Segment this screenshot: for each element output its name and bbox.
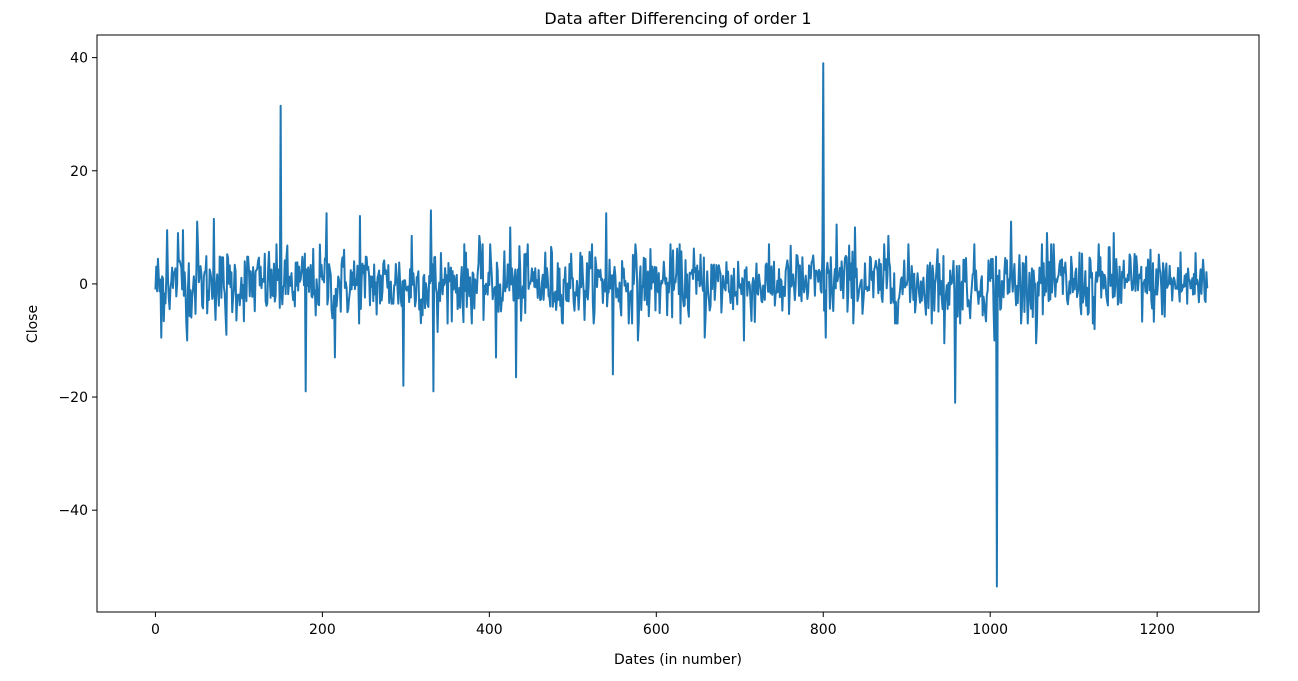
x-tick-label: 800: [810, 622, 837, 638]
chart-title: Data after Differencing of order 1: [544, 9, 811, 28]
plot-area: [96, 34, 1260, 613]
y-tick-label: 20: [70, 164, 88, 180]
y-axis-label: Close: [25, 305, 41, 343]
x-axis-label: Dates (in number): [614, 652, 742, 668]
y-tick-label: −20: [58, 390, 88, 406]
x-axis-ticks: 0 200 400 600 800 1000 1200: [151, 612, 1175, 638]
x-tick-label: 200: [309, 622, 336, 638]
x-tick-label: 1200: [1139, 622, 1175, 638]
y-tick-label: 0: [79, 277, 88, 293]
x-tick-label: 400: [476, 622, 503, 638]
x-tick-label: 0: [151, 622, 160, 638]
y-tick-label: −40: [58, 503, 88, 519]
series-line: [154, 62, 1209, 588]
y-axis-ticks: −40 −20 0 20 40: [58, 51, 97, 519]
y-tick-label: 40: [70, 51, 88, 67]
x-tick-label: 600: [643, 622, 670, 638]
plot-frame: [96, 34, 1260, 613]
x-tick-label: 1000: [972, 622, 1008, 638]
